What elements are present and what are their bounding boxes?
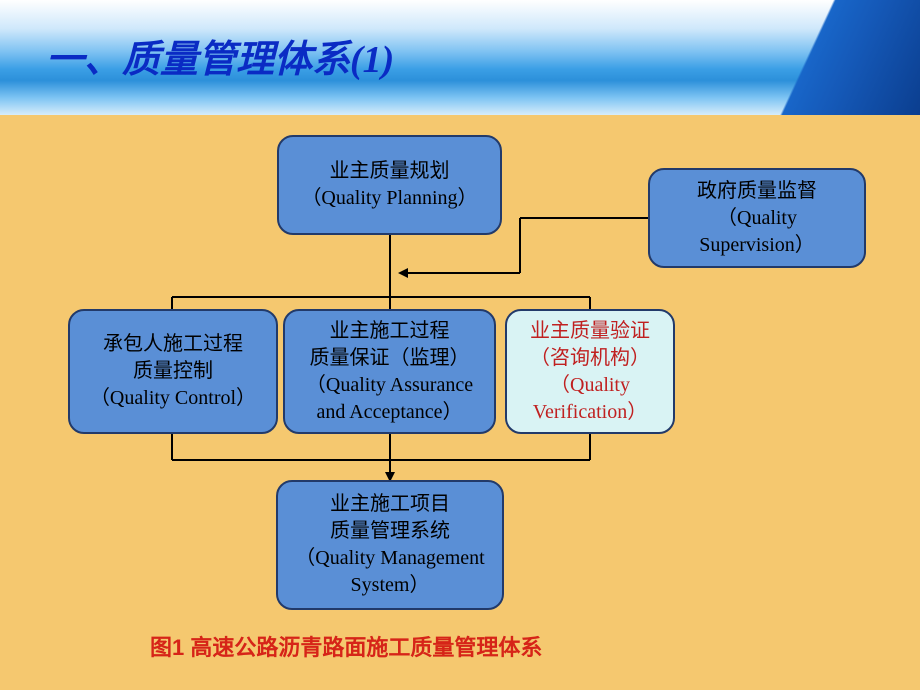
node-line: 业主质量验证 (530, 318, 650, 345)
node-line: Supervision） (699, 232, 815, 259)
node-line: （Quality (717, 205, 797, 232)
node-line: 质量控制 (133, 358, 213, 385)
node-quality-assurance: 业主施工过程 质量保证（监理） （Quality Assurance and A… (283, 309, 496, 434)
node-quality-planning: 业主质量规划 （Quality Planning） (277, 135, 502, 235)
node-quality-control: 承包人施工过程 质量控制 （Quality Control） (68, 309, 278, 434)
node-line: 业主施工项目 (330, 491, 450, 518)
node-line: and Acceptance） (316, 399, 462, 426)
node-line: （Quality Assurance (306, 372, 473, 399)
node-line: 业主质量规划 (330, 158, 450, 185)
node-quality-supervision: 政府质量监督 （Quality Supervision） (648, 168, 866, 268)
node-line: Verification） (533, 399, 647, 426)
node-line: 质量保证（监理） (310, 345, 470, 372)
node-quality-verification: 业主质量验证 （咨询机构） （Quality Verification） (505, 309, 675, 434)
node-line: System） (351, 572, 430, 599)
node-line: 承包人施工过程 (103, 331, 243, 358)
slide-title: 一、质量管理体系(1) (46, 28, 394, 83)
node-line: （Quality Control） (90, 385, 256, 412)
node-line: （Quality (550, 372, 630, 399)
node-line: 质量管理系统 (330, 518, 450, 545)
figure-caption: 图1 高速公路沥青路面施工质量管理体系 (150, 630, 542, 662)
header-corner (740, 0, 920, 115)
node-line: （咨询机构） (530, 345, 650, 372)
node-line: （Quality Management (295, 545, 484, 572)
node-line: 业主施工过程 (330, 318, 450, 345)
diagram-area: 业主质量规划 （Quality Planning） 政府质量监督 （Qualit… (0, 115, 920, 690)
node-quality-management-system: 业主施工项目 质量管理系统 （Quality Management System… (276, 480, 504, 610)
node-line: （Quality Planning） (301, 185, 477, 212)
node-line: 政府质量监督 (697, 178, 817, 205)
